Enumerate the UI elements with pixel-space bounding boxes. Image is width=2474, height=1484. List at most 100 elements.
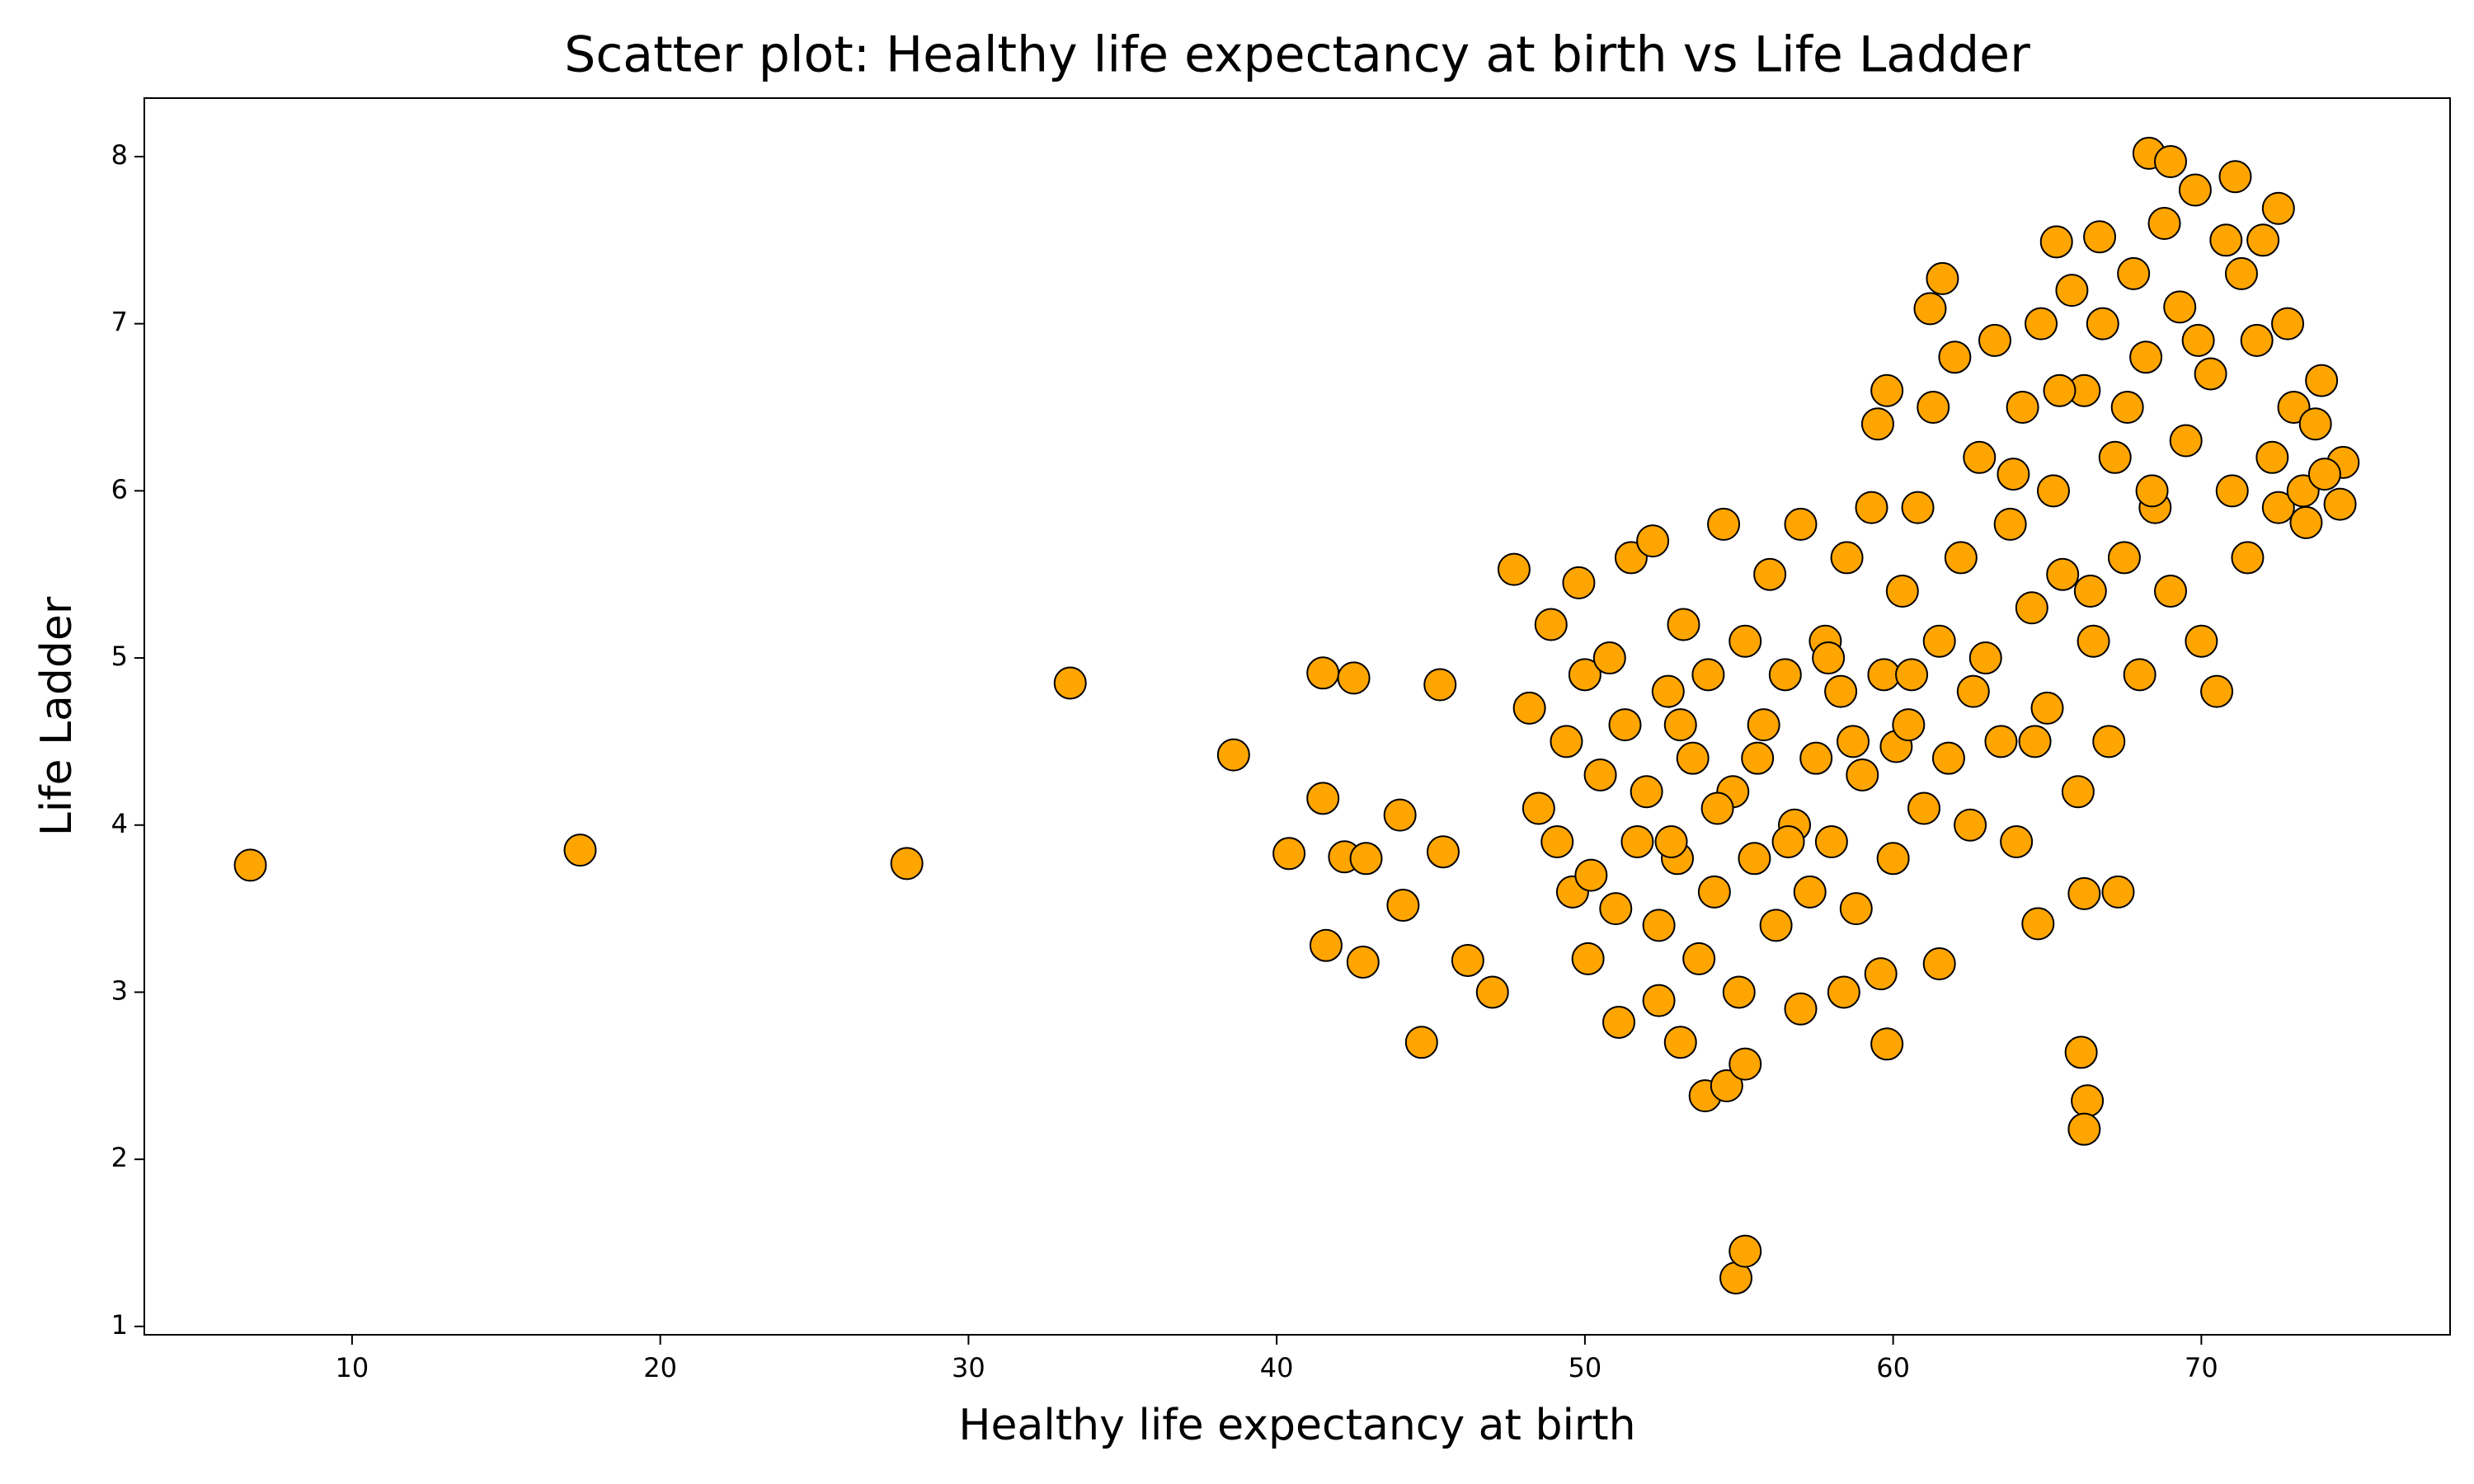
point [1540,825,1574,859]
point [1784,507,1818,541]
point [1386,889,1420,923]
point [1676,741,1710,775]
y-tick-label: 1 [111,1309,128,1341]
point [2200,674,2234,708]
point [1771,825,1805,859]
point [1642,984,1676,1017]
point [2163,290,2197,324]
y-tick-label: 6 [111,473,128,505]
x-tick-label: 70 [2185,1352,2218,1383]
point [1571,942,1605,975]
point [2246,223,2280,257]
point [1968,641,2002,675]
point [1938,340,1972,374]
point [1602,1005,1636,1039]
point [1870,1027,1904,1061]
point [1534,608,1568,641]
point [2107,541,2141,575]
point [2271,307,2305,340]
y-tick-label: 5 [111,641,128,672]
point [2064,1036,2098,1069]
point [1663,1026,1697,1059]
point [1978,323,2011,357]
point [2117,256,2151,290]
point [2021,907,2055,941]
point [1550,725,1583,758]
point [1216,738,1250,772]
point [1691,658,1725,692]
point [2240,323,2274,357]
point [2169,424,2203,458]
point [2147,207,2181,241]
x-tick-label: 30 [952,1352,985,1383]
point [1931,741,1965,775]
point [1349,842,1383,876]
point [1827,975,1860,1009]
point [563,834,597,867]
point [1697,875,1731,909]
point [1784,992,1818,1026]
point [1306,782,1340,815]
point [2046,557,2080,591]
point [2055,274,2089,308]
y-tick-label: 3 [111,974,128,1006]
point [1620,825,1654,859]
point [1855,491,1888,524]
point [1383,798,1417,832]
point [1812,641,1846,675]
point [2030,691,2064,725]
point [1768,658,1802,692]
y-tick-label: 7 [111,307,128,338]
point [233,848,267,882]
point [1642,909,1676,942]
point [1885,574,1919,608]
point [1599,892,1633,926]
point [1846,758,1879,791]
point [1272,837,1306,871]
point [2110,391,2144,424]
point [1837,725,1870,758]
point [1710,1068,1743,1102]
point [2123,658,2157,692]
point [1814,825,1848,859]
y-tick-label: 4 [111,808,128,839]
point [1870,373,1904,407]
point [1753,557,1787,591]
y-tick-label: 2 [111,1142,128,1173]
point [2098,440,2132,474]
point [1892,708,1926,742]
point [2261,491,2295,524]
point [2086,307,2119,340]
point [1663,708,1697,742]
point [1309,928,1343,962]
point [2194,357,2227,391]
point [2323,487,2357,521]
point [2154,145,2188,179]
point [1747,708,1780,742]
point [1926,261,1959,295]
point [1729,1234,1762,1268]
point [890,847,924,881]
point [1574,858,1608,892]
point [1346,945,1380,979]
point [1729,624,1762,658]
point [1722,975,1756,1009]
point [1954,808,1987,842]
point [2036,474,2070,508]
point [1839,892,1873,926]
point [1562,566,1596,599]
x-tick-label: 50 [1569,1352,1602,1383]
point [1997,458,2030,491]
point [2289,505,2323,539]
point [2231,541,2265,575]
point [2255,440,2289,474]
point [2077,624,2110,658]
point [1738,842,1771,876]
point [2067,876,2101,910]
point [1053,666,1087,700]
point [2083,220,2117,254]
point [2305,364,2339,397]
point [1922,624,1956,658]
point [1824,674,1858,708]
point [1830,541,1864,575]
